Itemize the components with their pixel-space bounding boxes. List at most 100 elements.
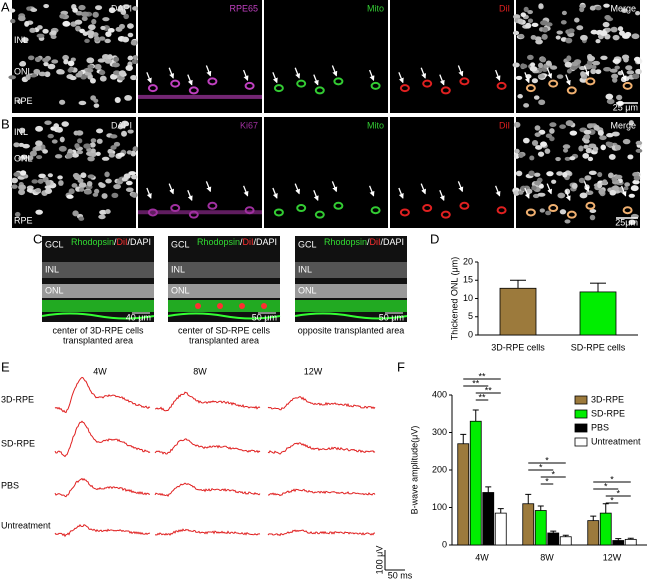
nucleus: [13, 172, 21, 177]
outer-segment-band: [42, 300, 154, 312]
nucleus: [534, 180, 542, 186]
nucleus: [633, 56, 641, 62]
nucleus: [579, 6, 585, 13]
y-tick-label: 10: [463, 293, 473, 303]
nucleus: [19, 184, 26, 189]
group-label: 3D-RPE: [1, 394, 34, 404]
stain-part: /DAPI: [127, 237, 151, 247]
nucleus: [105, 31, 112, 37]
nucleus: [78, 216, 85, 221]
nucleus: [590, 65, 597, 70]
nucleus: [551, 179, 557, 184]
micrograph: [390, 0, 514, 113]
nucleus: [542, 26, 549, 33]
nucleus: [80, 172, 87, 179]
nucleus: [78, 4, 86, 11]
nucleus: [617, 26, 624, 32]
nucleus: [14, 211, 21, 218]
nucleus: [556, 30, 563, 35]
labeled-cell: [333, 77, 344, 86]
arrow: [331, 181, 338, 193]
labeled-cell: [239, 303, 245, 309]
labeled-cell: [422, 79, 433, 88]
nucleus: [35, 187, 42, 193]
nucleus: [97, 58, 106, 63]
nucleus: [101, 156, 110, 161]
nucleus: [587, 55, 596, 62]
panel-label: D: [430, 231, 439, 246]
significance-label: *: [545, 455, 549, 465]
nucleus: [531, 185, 537, 191]
nucleus: [556, 171, 564, 176]
micrograph: [512, 0, 643, 113]
nucleus: [77, 70, 84, 76]
micrograph: [167, 236, 281, 322]
nucleus: [585, 147, 592, 154]
nucleus: [110, 145, 117, 150]
nucleus: [589, 214, 596, 221]
arrow: [272, 72, 278, 84]
nucleus: [523, 103, 530, 108]
bar: [534, 510, 547, 546]
arrow: [242, 69, 249, 82]
erg-trace: [54, 524, 151, 538]
nucleus: [515, 75, 523, 80]
group-label: SD-RPE: [1, 438, 35, 448]
labeled-cell: [370, 81, 381, 90]
nucleus: [87, 24, 96, 31]
y-axis-title: B-wave amplitude(μV): [409, 426, 419, 515]
nucleus: [104, 171, 110, 178]
nucleus: [122, 4, 131, 9]
nucleus: [583, 129, 592, 135]
nucleus: [614, 65, 620, 70]
labeled-cell: [188, 86, 199, 95]
nucleus: [123, 13, 129, 20]
arrow: [620, 185, 627, 197]
nucleus: [44, 71, 51, 78]
bar: [547, 532, 560, 546]
arrow: [272, 187, 278, 199]
nucleus: [533, 95, 540, 100]
nucleus: [98, 183, 106, 189]
nucleus: [132, 55, 139, 60]
nucleus: [113, 183, 122, 190]
nucleus: [571, 183, 578, 189]
nucleus: [118, 23, 126, 30]
nucleus: [82, 31, 89, 36]
labeled-cell: [188, 210, 199, 219]
nucleus: [131, 59, 139, 65]
arrow: [457, 65, 464, 77]
significance-label: *: [551, 469, 555, 479]
channel-label: Merge: [610, 3, 636, 13]
stain-part: /: [367, 237, 370, 247]
nucleus: [89, 142, 96, 148]
arrow: [457, 181, 464, 193]
nucleus: [586, 123, 593, 129]
nucleus: [597, 182, 603, 189]
nucleus: [89, 78, 96, 84]
nucleus: [38, 71, 47, 77]
stain-part: Rhodopsin: [71, 237, 114, 247]
y-tick-label: 100: [432, 502, 447, 512]
panel-label: C: [33, 231, 42, 246]
nucleus: [72, 172, 80, 179]
time-point-label: 8W: [193, 366, 207, 376]
nucleus: [98, 214, 106, 220]
labeled-cell: [314, 210, 325, 219]
nucleus: [13, 142, 20, 148]
nucleus: [59, 13, 66, 19]
nucleus: [512, 30, 520, 36]
nucleus: [61, 121, 69, 127]
nucleus: [513, 121, 521, 128]
error-bar: [627, 537, 634, 540]
nucleus: [75, 10, 83, 16]
nucleus: [127, 129, 134, 134]
micrograph: [512, 117, 643, 228]
arrow: [398, 72, 404, 84]
bar: [482, 492, 495, 546]
nucleus: [538, 183, 544, 189]
nucleus: [526, 188, 533, 194]
labeled-cell: [217, 303, 223, 309]
nucleus: [96, 138, 103, 144]
layer-label: ONL: [14, 154, 33, 164]
